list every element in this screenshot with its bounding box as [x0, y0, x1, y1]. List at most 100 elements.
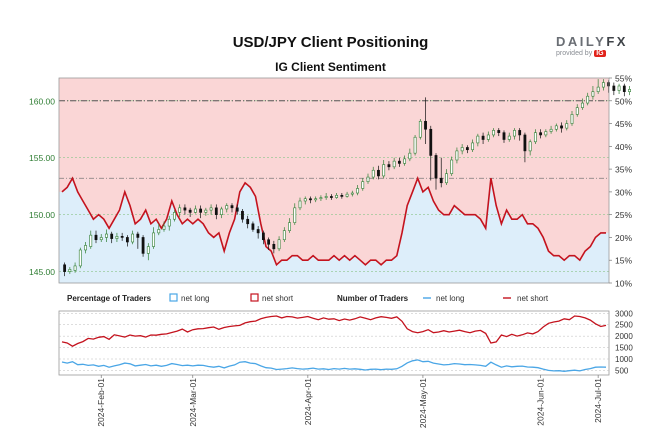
- logo-provided-text: provided by: [556, 50, 593, 57]
- legend-pct-net-short: net short: [262, 294, 294, 303]
- candle-body: [455, 150, 459, 161]
- traders-tick-label: 2500: [615, 321, 633, 330]
- candle-body: [146, 246, 150, 254]
- candle-body: [314, 198, 318, 201]
- candle-body: [507, 135, 511, 140]
- candle-body: [549, 128, 553, 132]
- candle-body: [586, 95, 590, 104]
- candle-body: [366, 176, 370, 182]
- candle-body: [335, 195, 339, 198]
- candle-body: [581, 102, 584, 108]
- candle-body: [329, 196, 333, 198]
- candle-body: [539, 132, 543, 136]
- candle-body: [94, 234, 98, 241]
- candle-body: [377, 169, 380, 177]
- candle-body: [502, 132, 506, 140]
- candle-body: [204, 209, 208, 213]
- candle-body: [256, 229, 260, 234]
- candle-body: [214, 207, 218, 215]
- candle-body: [601, 82, 605, 88]
- candle-body: [361, 181, 365, 189]
- logo-wordmark: DAILYFX: [556, 34, 636, 49]
- candle-body: [403, 158, 407, 164]
- candle-body: [345, 193, 349, 197]
- traders-tick-label: 500: [615, 366, 629, 375]
- candle-body: [560, 125, 563, 129]
- candle-body: [241, 210, 244, 220]
- candle-body: [612, 85, 616, 91]
- candle-body: [413, 136, 417, 154]
- candle-body: [408, 152, 412, 160]
- candle-body: [471, 142, 475, 151]
- dailyfx-logo: DAILYFX provided by IG: [556, 34, 636, 57]
- candle-body: [183, 207, 187, 211]
- traders-net-long-line: [61, 359, 607, 372]
- candle-body: [518, 130, 522, 136]
- x-tick-label: 2024-Jul-01: [593, 378, 603, 423]
- candle-body: [565, 123, 569, 129]
- x-tick-label: 2024-Feb-01: [96, 378, 106, 427]
- traders-tick-label: 1000: [615, 355, 633, 364]
- candle-body: [476, 135, 480, 144]
- candle-body: [591, 91, 595, 97]
- candle-body: [439, 177, 443, 184]
- legend-num-net-long: net long: [436, 294, 464, 303]
- candle-body: [120, 236, 124, 238]
- candle-body: [392, 160, 396, 168]
- candle-body: [115, 236, 119, 239]
- candle-body: [533, 132, 537, 143]
- pct-tick-label: 30%: [615, 187, 632, 197]
- pct-tick-label: 20%: [615, 233, 632, 243]
- candle-body: [298, 200, 302, 209]
- candle-body: [261, 232, 265, 241]
- legend-num-title: Number of Traders: [337, 294, 409, 303]
- candle-body: [167, 218, 171, 227]
- candle-body: [267, 239, 271, 245]
- candle-body: [622, 85, 626, 92]
- pct-tick-label: 25%: [615, 210, 632, 220]
- net-long-area: [59, 178, 609, 283]
- pct-tick-label: 40%: [615, 142, 632, 152]
- price-tick-label: 160.00: [29, 96, 55, 106]
- candle-body: [136, 233, 140, 238]
- chart-subtitle: IG Client Sentiment: [275, 60, 386, 74]
- x-tick-label: 2024-May-01: [418, 378, 428, 428]
- traders-net-short-line: [61, 315, 607, 347]
- candle-body: [303, 198, 307, 202]
- candle-body: [492, 130, 495, 136]
- x-tick-label: 2024-Mar-01: [188, 378, 198, 427]
- candle-body: [84, 245, 87, 251]
- x-tick-label: 2024-Jun-01: [536, 378, 546, 426]
- pct-tick-label: 50%: [615, 96, 632, 106]
- ig-badge: IG: [594, 50, 606, 57]
- legend-num-net-short: net short: [517, 294, 549, 303]
- candle-body: [78, 249, 82, 267]
- price-tick-label: 155.00: [29, 153, 55, 163]
- candle-body: [277, 239, 281, 250]
- candle-body: [617, 85, 621, 91]
- candle-body: [293, 207, 297, 223]
- candle-body: [173, 212, 176, 220]
- candle-body: [162, 225, 166, 230]
- candle-body: [418, 120, 422, 138]
- pct-tick-label: 55%: [615, 74, 632, 84]
- candle-body: [350, 192, 354, 195]
- pct-tick-label: 10%: [615, 279, 632, 289]
- candle-body: [73, 265, 77, 271]
- chart-title: USD/JPY Client Positioning: [232, 34, 429, 51]
- candle-body: [188, 209, 192, 213]
- candle-body: [309, 198, 312, 201]
- candle-body: [220, 208, 223, 215]
- legend-pct-title: Percentage of Traders: [67, 294, 152, 303]
- candle-body: [434, 155, 438, 179]
- traders-tick-label: 1500: [615, 344, 633, 353]
- candle-body: [465, 147, 469, 151]
- candle-body: [199, 208, 203, 213]
- legend-net-long-swatch: [169, 293, 178, 302]
- candle-body: [125, 237, 129, 243]
- candle-body: [371, 169, 375, 178]
- candle-body: [513, 130, 516, 137]
- pct-tick-label: 15%: [615, 256, 632, 266]
- candle-body: [575, 107, 579, 115]
- x-tick-label: 2024-Apr-01: [303, 378, 313, 426]
